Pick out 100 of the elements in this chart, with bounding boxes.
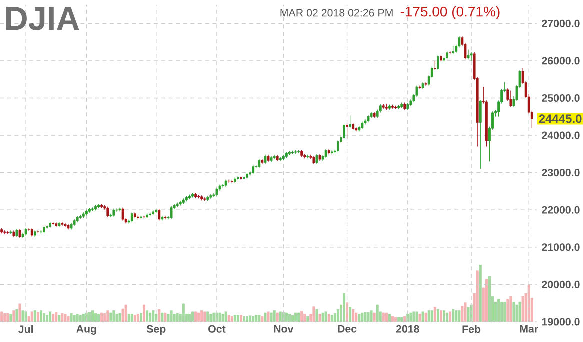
bar (400, 317, 404, 322)
candlestick (24, 228, 28, 236)
bar (273, 310, 276, 322)
bar (330, 315, 334, 322)
bar (49, 312, 52, 322)
bar (128, 314, 130, 322)
bar (176, 313, 179, 322)
x-tick-label: Sep (146, 325, 166, 336)
bar (224, 312, 228, 322)
bar (479, 264, 482, 322)
bar (216, 312, 218, 322)
bar (0, 312, 4, 322)
bar (522, 296, 524, 322)
bar (6, 313, 10, 322)
bar (234, 315, 236, 322)
bar (436, 309, 440, 322)
candlestick (12, 230, 16, 238)
bar (285, 312, 288, 322)
bar (249, 316, 252, 322)
bar (64, 314, 67, 322)
bar (34, 310, 36, 322)
bar (140, 313, 142, 322)
bar (12, 310, 16, 322)
bar (112, 310, 116, 322)
candlestick (370, 112, 373, 119)
bar (370, 310, 373, 322)
bar (61, 313, 64, 322)
bar (130, 314, 134, 322)
bar (334, 313, 336, 322)
x-tick-label: Oct (208, 325, 226, 333)
bar (18, 304, 22, 322)
bar (279, 312, 282, 322)
bar (152, 310, 155, 322)
chart-title: DJIA (6, 7, 80, 31)
bar (440, 310, 443, 322)
candlestick (312, 156, 316, 165)
bar (461, 306, 464, 322)
bar (182, 304, 185, 322)
y-tick-label: 23000.0 (542, 169, 580, 177)
bar (349, 307, 352, 322)
bar (352, 309, 355, 322)
y-tick-label: 19000.0 (542, 318, 580, 326)
bar (361, 312, 364, 322)
bar (449, 312, 452, 322)
bar (324, 312, 328, 322)
bar (367, 312, 370, 322)
bar (516, 304, 518, 322)
bar (228, 315, 230, 322)
y-tick-label: 24000.0 (542, 132, 580, 140)
candlestick (270, 156, 273, 162)
bar (55, 312, 58, 322)
candlestick (422, 82, 424, 90)
bar (91, 310, 94, 322)
bar (170, 310, 173, 322)
bar (312, 306, 316, 322)
bar (136, 314, 140, 322)
bar (391, 316, 394, 322)
bar (79, 315, 82, 322)
bar (22, 310, 24, 322)
bar (458, 310, 461, 322)
bar (358, 314, 361, 322)
y-tick-label: 20000.0 (542, 280, 580, 288)
bar (134, 315, 136, 322)
bar (488, 276, 491, 322)
bar (188, 314, 191, 322)
candlestick (470, 52, 473, 62)
bar (373, 312, 376, 322)
bar (146, 310, 149, 322)
bar (412, 312, 416, 322)
bar (36, 312, 40, 322)
bar (276, 312, 279, 322)
bar (430, 310, 434, 322)
bar (376, 304, 379, 322)
x-tick-label: Aug (76, 325, 96, 335)
bar (394, 317, 398, 322)
bar (318, 314, 322, 322)
bar (76, 314, 79, 322)
annotation: MAR 02 2018 02:26 PM (280, 9, 393, 17)
annotation: -175.00 (0.71%) (400, 6, 500, 20)
bar (291, 315, 294, 322)
bar (298, 312, 300, 322)
bar (167, 314, 170, 322)
bar (58, 315, 61, 322)
bar (106, 310, 110, 322)
candlestick (22, 232, 24, 238)
candlestick (73, 219, 76, 226)
bar (355, 312, 358, 322)
bar (204, 312, 206, 322)
bar (418, 314, 422, 322)
y-tick-label: 21000.0 (542, 244, 580, 252)
bar (73, 315, 76, 322)
candlestick (373, 112, 376, 118)
candlestick (216, 188, 218, 197)
bar (442, 310, 446, 322)
bar (294, 312, 298, 322)
candlestick (224, 179, 228, 188)
candlestick (261, 158, 264, 164)
x-tick-label: Feb (462, 325, 481, 334)
bar (158, 309, 161, 322)
bar (258, 315, 261, 322)
